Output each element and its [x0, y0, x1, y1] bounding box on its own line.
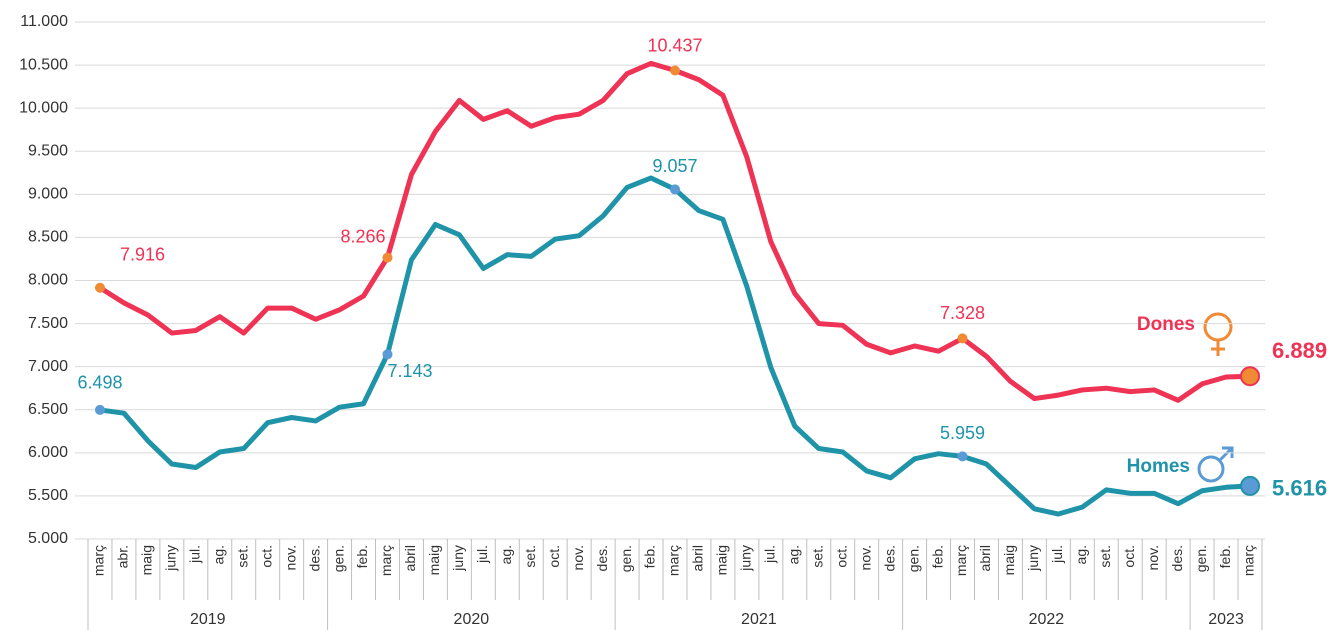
x-tick-label: març	[666, 545, 682, 576]
x-tick-label: juny	[738, 545, 754, 572]
x-tick-label: jul.	[762, 545, 778, 564]
y-tick-label: 8.000	[28, 272, 68, 289]
x-tick-label: set.	[522, 545, 538, 568]
point-marker	[670, 65, 680, 76]
x-tick-label: gen.	[905, 545, 921, 572]
point-marker	[382, 252, 393, 263]
x-tick-label: set.	[809, 545, 825, 568]
y-tick-label: 9.500	[28, 142, 68, 159]
y-tick-label: 7.000	[28, 358, 68, 375]
x-tick-label: maig	[1001, 545, 1017, 575]
point-marker	[94, 404, 105, 415]
x-tick-label: març	[1241, 545, 1257, 576]
x-tick-label: març	[91, 545, 107, 576]
y-tick-label: 10.000	[19, 99, 68, 116]
series-line	[98, 60, 1251, 403]
point-marker	[1240, 475, 1261, 496]
point-marker	[1240, 366, 1261, 387]
x-tick-label: des.	[881, 545, 897, 571]
y-tick-label: 8.500	[28, 229, 68, 246]
x-tick-label: març	[378, 545, 394, 576]
x-tick-label: feb.	[929, 545, 945, 568]
group-label: 2022	[1029, 611, 1065, 628]
x-tick-label: maig	[714, 545, 730, 575]
group-label: 2020	[454, 611, 490, 628]
data-label: 6.498	[77, 373, 122, 393]
y-tick-label: 5.500	[28, 487, 68, 504]
y-tick-label: 6.500	[28, 401, 68, 418]
x-tick-label: set.	[1097, 545, 1113, 568]
x-tick-label: abril	[402, 545, 418, 571]
x-tick-label: nov.	[857, 545, 873, 570]
x-tick-label: nov.	[1145, 545, 1161, 570]
x-tick-label: març	[953, 545, 969, 576]
data-label: 7.916	[120, 244, 165, 264]
x-tick-label: juny	[163, 545, 179, 572]
y-tick-label: 5.000	[28, 530, 68, 547]
x-tick-label: jul.	[1049, 545, 1065, 564]
x-tick-label: oct.	[1121, 545, 1137, 568]
x-tick-label: maig	[139, 545, 155, 575]
x-tick-label: ag.	[210, 545, 226, 564]
y-tick-label: 10.500	[19, 56, 68, 73]
series-name: Dones	[1137, 314, 1195, 335]
x-tick-label: feb.	[354, 545, 370, 568]
x-tick-label: oct.	[833, 545, 849, 568]
data-label: 10.437	[647, 35, 702, 55]
y-tick-label: 9.000	[28, 186, 68, 203]
x-tick-label: jul.	[474, 545, 490, 564]
x-tick-label: jul.	[187, 545, 203, 564]
x-tick-label: feb.	[642, 545, 658, 568]
group-label: 2019	[190, 611, 226, 628]
data-label: 5.616	[1272, 476, 1327, 501]
x-tick-label: oct.	[258, 545, 274, 568]
group-label: 2023	[1208, 611, 1244, 628]
male-symbol	[1197, 446, 1234, 483]
x-tick-label: nov.	[570, 545, 586, 570]
x-tick-label: ag.	[498, 545, 514, 564]
point-marker	[382, 349, 393, 360]
point-marker	[957, 333, 968, 344]
x-tick-label: des.	[1169, 545, 1185, 571]
x-tick-label: gen.	[618, 545, 634, 572]
x-tick-label: juny	[450, 545, 466, 572]
data-label: 7.143	[387, 361, 432, 381]
x-tick-label: nov.	[282, 545, 298, 570]
data-label: 5.959	[940, 423, 985, 443]
point-marker	[957, 451, 968, 462]
point-marker	[670, 184, 680, 195]
data-label: 9.057	[652, 156, 697, 176]
x-tick-label: abril	[977, 545, 993, 571]
x-tick-label: oct.	[546, 545, 562, 568]
x-tick-label: abr.	[115, 545, 131, 568]
x-tick-label: des.	[306, 545, 322, 571]
x-tick-label: gen.	[330, 545, 346, 572]
x-tick-label: set.	[234, 545, 250, 568]
point-marker	[94, 282, 105, 293]
y-tick-label: 11.000	[20, 13, 68, 30]
series-name: Homes	[1127, 456, 1190, 477]
y-tick-label: 6.000	[28, 444, 68, 461]
series-line	[99, 175, 1251, 517]
x-tick-label: juny	[1025, 545, 1041, 572]
y-tick-label: 7.500	[28, 315, 68, 332]
group-label: 2021	[741, 611, 777, 628]
x-tick-label: maig	[426, 545, 442, 575]
data-label: 6.889	[1272, 338, 1327, 363]
x-tick-label: gen.	[1193, 545, 1209, 572]
x-tick-label: des.	[594, 545, 610, 571]
x-tick-label: ag.	[1073, 545, 1089, 564]
data-label: 8.266	[340, 226, 385, 246]
x-tick-label: abril	[690, 545, 706, 571]
data-label: 7.328	[940, 303, 985, 323]
female-symbol	[1203, 312, 1233, 356]
x-tick-label: ag.	[785, 545, 801, 564]
x-tick-label: feb.	[1217, 545, 1233, 568]
